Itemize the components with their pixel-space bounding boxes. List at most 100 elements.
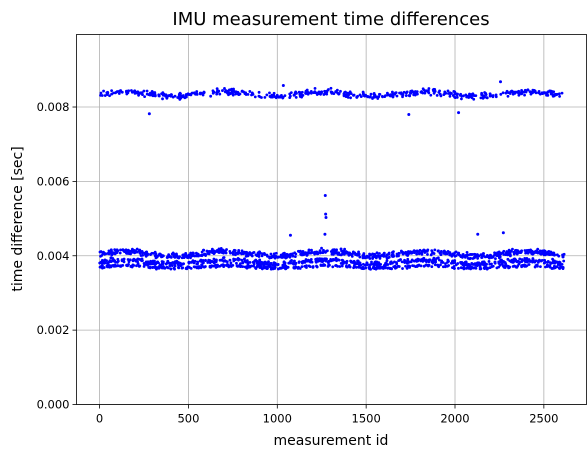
data-point [315, 93, 319, 96]
data-point [192, 91, 196, 95]
data-point [437, 258, 441, 262]
data-point [546, 260, 550, 264]
data-point [501, 91, 505, 95]
data-point [363, 255, 367, 259]
data-point [127, 251, 131, 254]
data-point [230, 89, 234, 92]
data-point [172, 266, 176, 270]
data-point [305, 266, 308, 269]
data-point [549, 250, 553, 254]
data-point [153, 259, 156, 263]
data-point [530, 90, 534, 94]
data-point-outlier [476, 232, 480, 236]
data-point [349, 96, 352, 100]
data-point [146, 253, 149, 257]
data-point [526, 259, 530, 262]
data-point-outlier [288, 233, 292, 237]
data-point [377, 265, 381, 269]
data-point [114, 251, 118, 255]
data-point [101, 264, 104, 268]
data-point [528, 259, 532, 263]
data-point [462, 265, 466, 269]
data-point [228, 249, 232, 253]
data-point [373, 260, 377, 264]
data-point [194, 254, 198, 258]
data-point [511, 247, 514, 251]
data-point [520, 264, 523, 268]
data-point [135, 247, 139, 251]
data-point [452, 253, 455, 257]
data-point [151, 265, 155, 269]
data-point [506, 94, 510, 98]
data-point [109, 256, 113, 260]
data-point [296, 249, 300, 253]
data-point [252, 261, 256, 264]
data-point [220, 263, 224, 267]
data-point [273, 95, 277, 99]
data-point [268, 95, 272, 98]
data-point [331, 265, 335, 269]
data-point [525, 264, 529, 267]
data-point [102, 89, 105, 93]
data-point [271, 254, 275, 258]
data-point [544, 91, 547, 95]
data-point [512, 252, 516, 256]
data-point [468, 266, 472, 270]
data-point [499, 252, 503, 255]
data-point [540, 91, 544, 95]
data-point [187, 265, 191, 269]
data-point [427, 87, 431, 90]
data-point [318, 249, 322, 253]
data-point [189, 256, 192, 260]
data-point [465, 250, 469, 254]
data-point [315, 258, 319, 262]
data-point [408, 264, 412, 268]
data-point [161, 262, 164, 265]
data-point [356, 94, 359, 98]
data-point [243, 250, 247, 254]
data-point [223, 87, 226, 90]
data-point [214, 265, 218, 269]
data-point [272, 91, 276, 95]
data-point [139, 250, 143, 254]
data-point [411, 264, 414, 268]
data-point [375, 251, 379, 255]
data-point [500, 258, 503, 262]
data-point [453, 251, 457, 255]
data-point [186, 256, 190, 260]
data-point [111, 251, 115, 255]
data-point [228, 258, 232, 262]
data-point [135, 264, 138, 268]
data-point [423, 90, 427, 93]
data-point [402, 252, 405, 255]
data-point [485, 96, 489, 100]
data-point [189, 92, 193, 96]
data-point [308, 265, 312, 269]
data-point [497, 260, 501, 264]
data-point [106, 262, 110, 265]
data-point [186, 93, 190, 96]
data-point [432, 260, 436, 264]
data-point [107, 249, 111, 253]
data-point [117, 264, 121, 268]
data-point [178, 91, 182, 95]
data-point [301, 260, 305, 264]
data-point [405, 267, 409, 270]
data-point [441, 265, 445, 269]
data-point [433, 263, 437, 267]
data-point [489, 94, 493, 97]
data-point [215, 87, 219, 91]
y-axis-label: time difference [sec] [10, 146, 26, 291]
data-point [435, 93, 439, 97]
data-point [420, 252, 424, 256]
data-point [291, 254, 295, 258]
data-point [506, 251, 510, 255]
data-point [395, 94, 399, 98]
data-point [406, 254, 410, 257]
data-point [322, 263, 326, 266]
data-point [108, 94, 111, 98]
data-point [384, 94, 387, 98]
data-point [180, 256, 184, 260]
data-point [311, 265, 315, 269]
data-point [309, 257, 313, 261]
